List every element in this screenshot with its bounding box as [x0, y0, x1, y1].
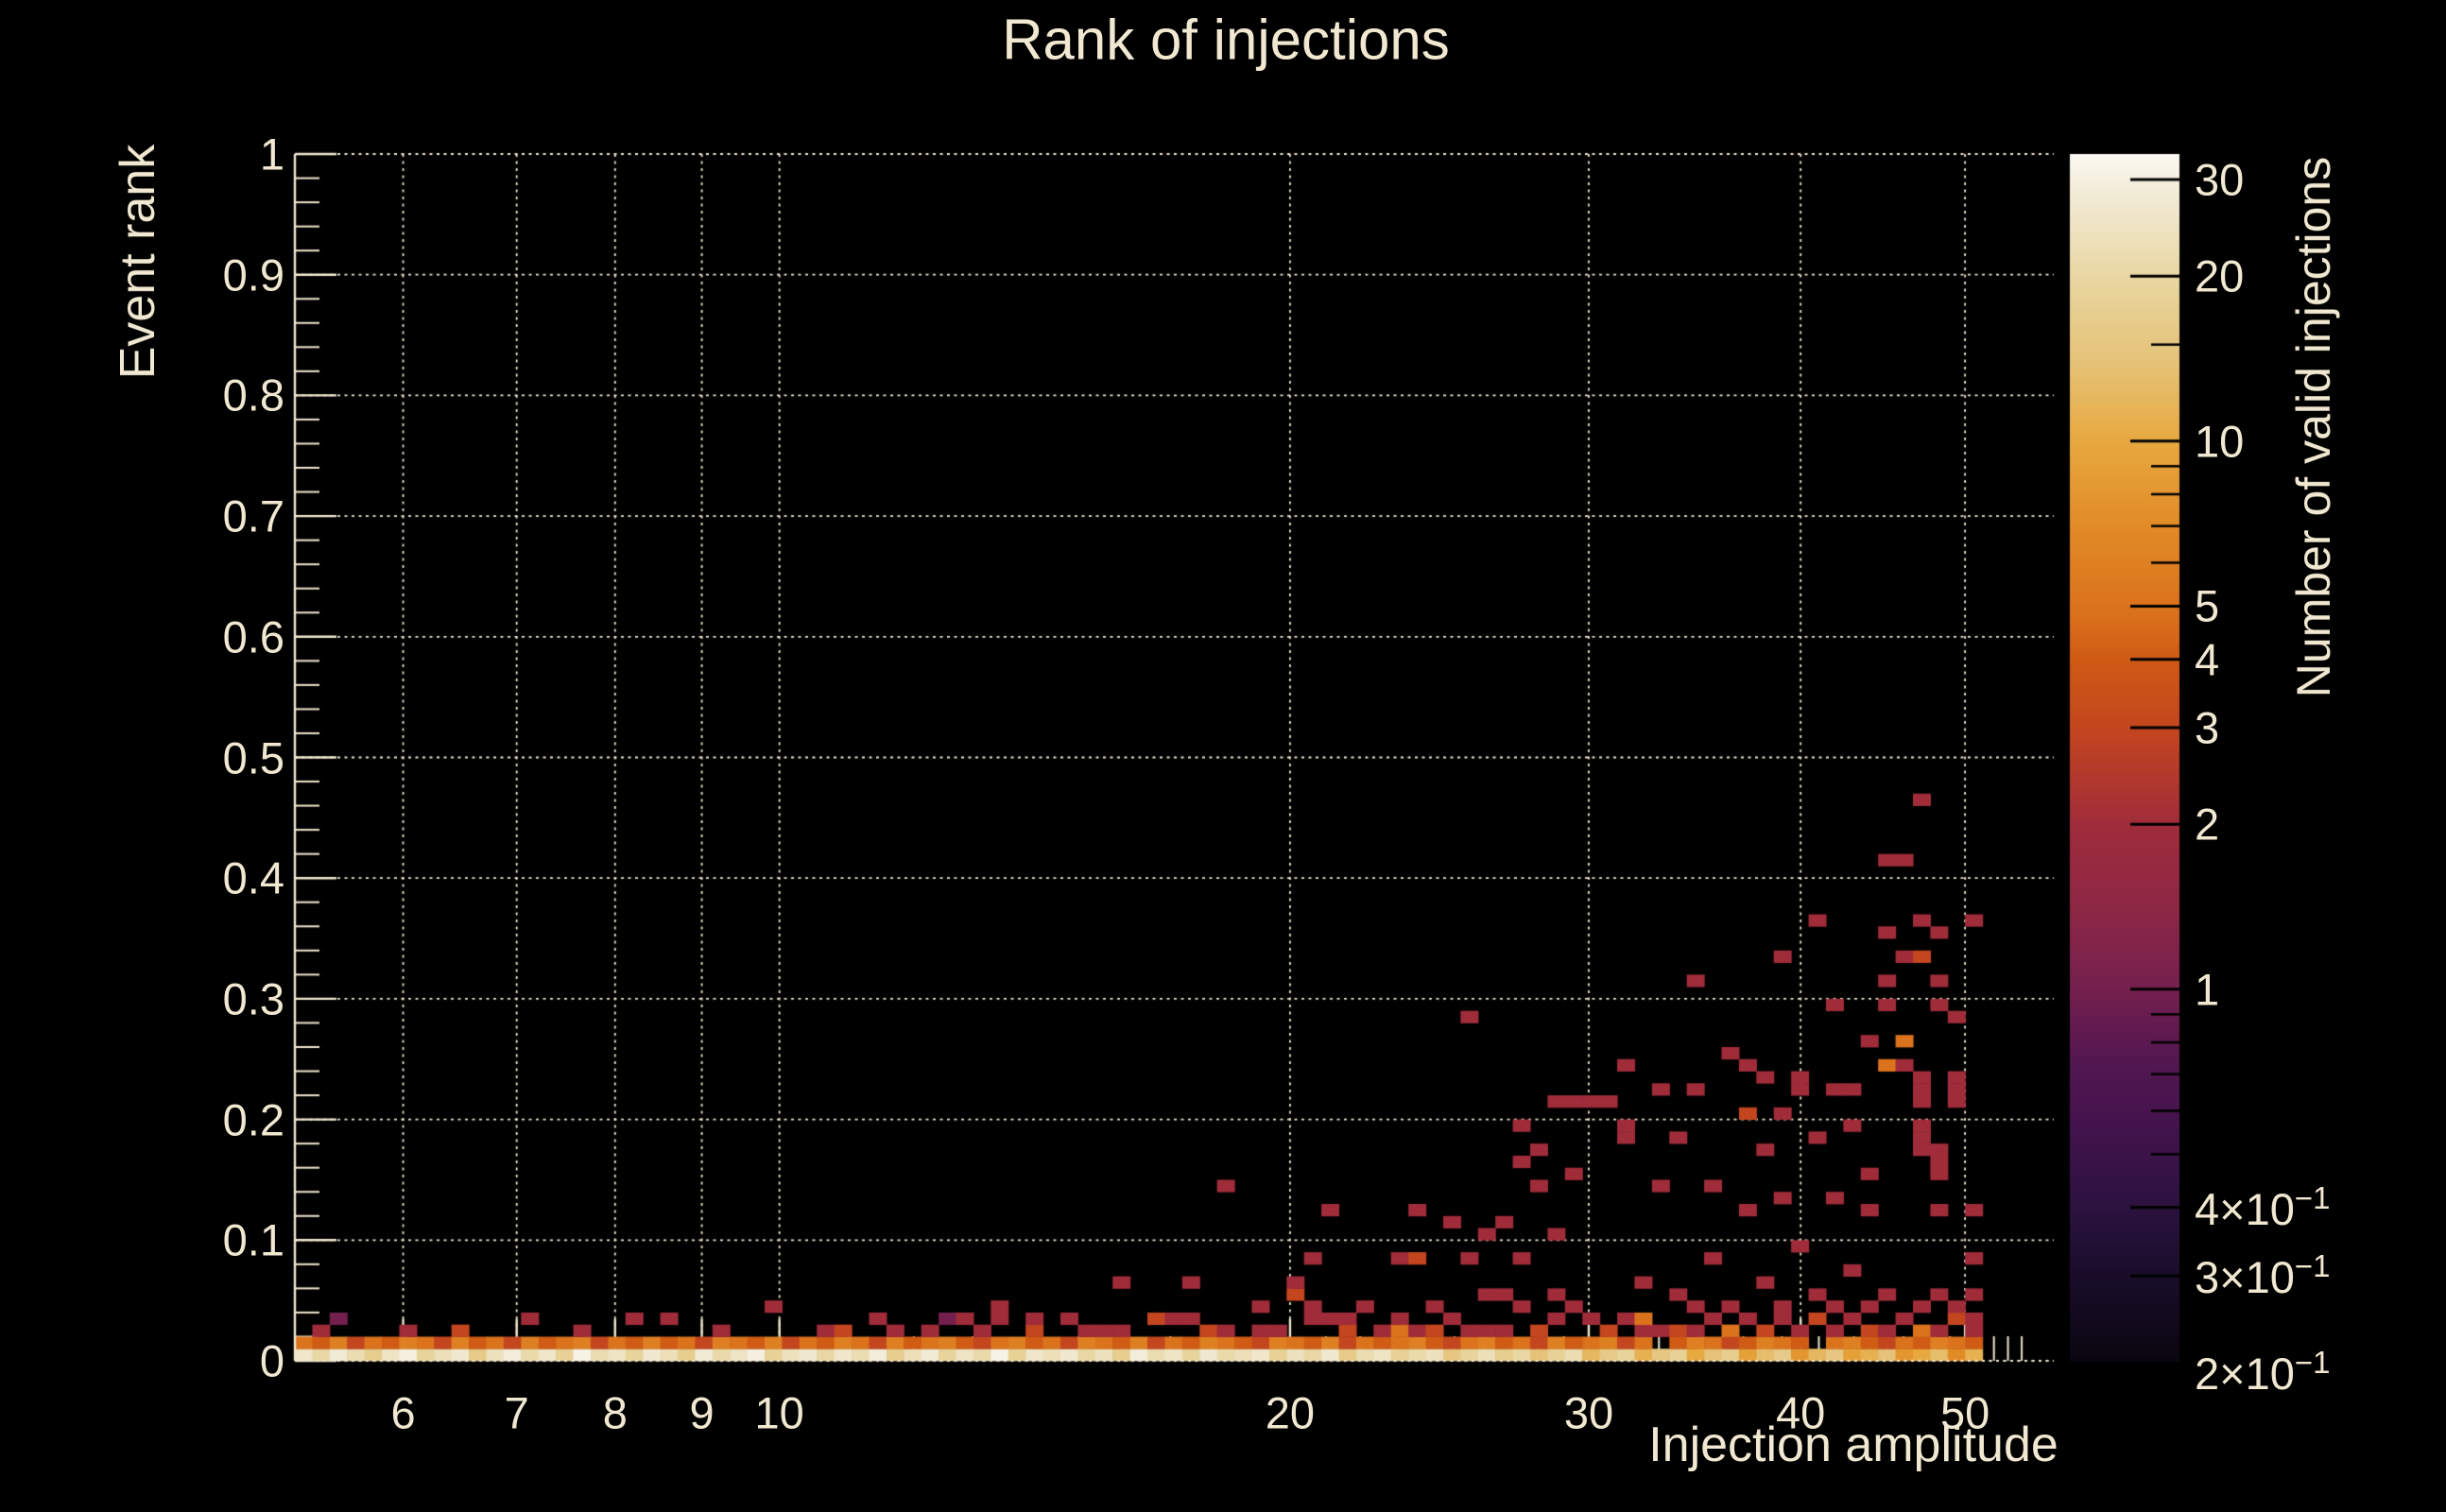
x-tick-label: 10	[754, 1387, 804, 1438]
y-tick-label: 0.7	[222, 490, 284, 541]
x-tick-label: 9	[689, 1387, 715, 1438]
x-axis-title: Injection amplitude	[1648, 1418, 2058, 1472]
colorbar-tick-label: 10	[2195, 416, 2245, 467]
y-tick-label: 0.8	[222, 369, 284, 421]
y-tick-label: 0.5	[222, 732, 284, 782]
colorbar-tick-label: 2	[2195, 799, 2220, 850]
colorbar-tick-label: 5	[2195, 580, 2220, 631]
x-tick-label: 30	[1563, 1387, 1614, 1438]
y-tick-label: 0.9	[222, 249, 284, 301]
colorbar-tick-label: 2×10−1	[2195, 1345, 2331, 1400]
colorbar-tick-label: 1	[2195, 964, 2220, 1015]
y-tick-label: 1	[259, 129, 284, 180]
x-tick-label: 50	[1939, 1387, 1990, 1438]
colorbar-tick-label: 3×10−1	[2195, 1248, 2331, 1302]
y-tick-label: 0	[259, 1335, 284, 1386]
y-tick-label: 0.6	[222, 611, 284, 662]
x-tick-label: 6	[390, 1387, 416, 1438]
colorbar-tick-label: 3	[2195, 702, 2220, 753]
x-tick-label: 7	[504, 1387, 529, 1438]
colorbar-tick-label: 20	[2195, 250, 2245, 301]
colorbar-tick-label: 4×10−1	[2195, 1179, 2331, 1234]
chart-title: Rank of injections	[1002, 8, 1450, 72]
x-tick-label: 8	[602, 1387, 628, 1438]
y-tick-label: 0.2	[222, 1094, 284, 1145]
colorbar-title: Number of valid injections	[2287, 156, 2340, 698]
x-tick-label: 20	[1265, 1387, 1316, 1438]
x-tick-label: 40	[1776, 1387, 1826, 1438]
y-tick-label: 0.4	[222, 852, 284, 903]
y-tick-label: 0.1	[222, 1214, 284, 1265]
y-axis-title: Event rank	[111, 144, 165, 380]
colorbar-tick-label: 30	[2195, 154, 2245, 205]
colorbar-tick-label: 4	[2195, 634, 2220, 685]
y-tick-label: 0.3	[222, 973, 284, 1024]
